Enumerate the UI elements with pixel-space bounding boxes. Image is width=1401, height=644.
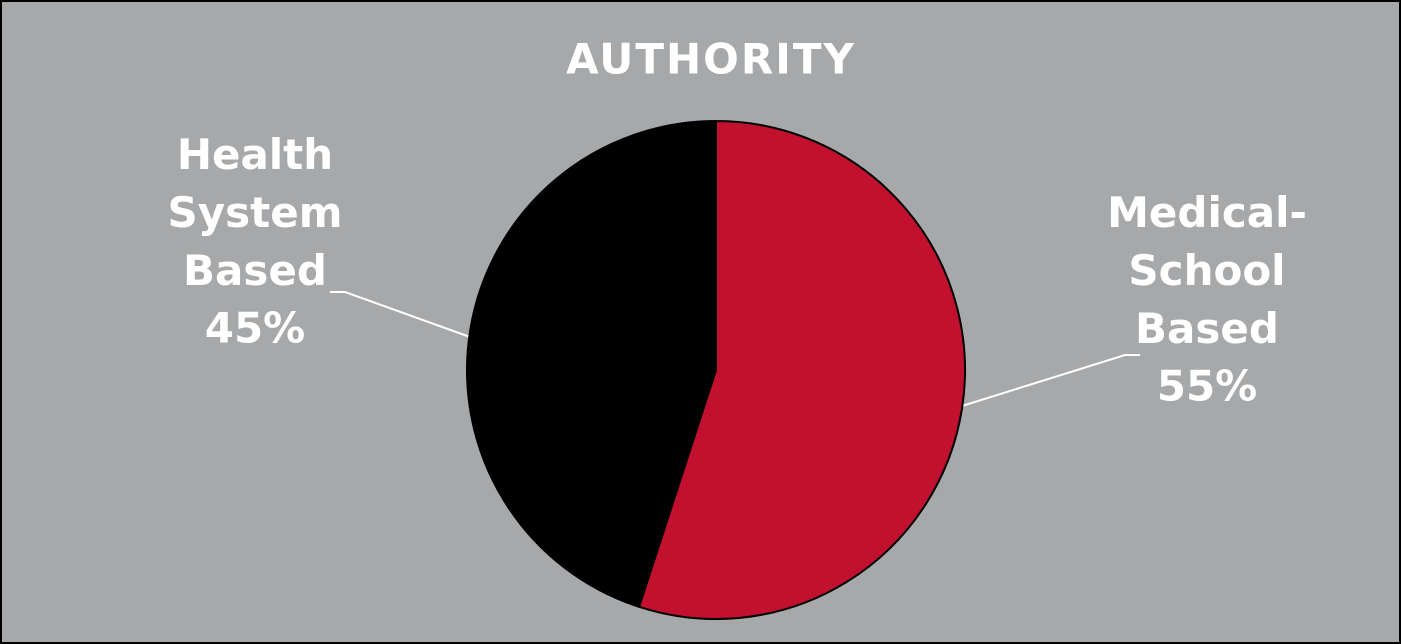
slice-label: Medical-School Based — [1107, 188, 1307, 353]
value-label: 45% — [205, 304, 306, 353]
leader-line — [330, 291, 471, 338]
value-label: 55% — [1157, 362, 1258, 411]
chart-title: AUTHORITY — [566, 35, 856, 84]
leader-line — [961, 354, 1140, 407]
slice-label: Health System Based — [168, 130, 343, 295]
pie-slice — [637, 119, 967, 620]
pie-slice — [466, 119, 717, 609]
